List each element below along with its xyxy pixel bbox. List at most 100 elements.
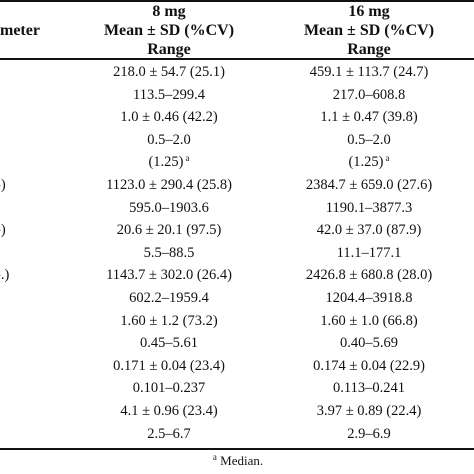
header-parameter: ameter — [0, 22, 40, 39]
table-row: 1.60 ± 1.2 (73.2) 1.60 ± 1.0 (66.8) — [0, 311, 474, 332]
cell-16mg: 0.40–5.69 — [264, 333, 474, 353]
cell-16mg-value: 2426.8 ± 680.8 (28.0) — [305, 267, 433, 284]
cell-8mg: 0.5–2.0 — [66, 130, 272, 150]
table-row: 2.5–6.7 2.9–6.9 — [0, 424, 474, 445]
cell-16mg-value: 459.1 ± 113.7 (24.7) — [309, 64, 429, 80]
header-16mg-range: Range — [347, 41, 391, 58]
cell-16mg: (1.25) a — [264, 152, 474, 172]
table-row: 113.5–299.4 217.0–608.8 — [0, 85, 474, 106]
cell-16mg-value: 0.40–5.69 — [340, 335, 398, 352]
cell-8mg: 602.2–1959.4 — [66, 288, 272, 308]
table-row: -.) 1143.7 ± 302.0 (26.4) 2426.8 ± 680.8 (… — [0, 265, 474, 286]
cell-16mg-value: 0.5–2.0 — [347, 131, 391, 148]
footnote-mark: a — [212, 452, 217, 462]
cell-16mg: 3.97 ± 0.89 (22.4) — [264, 401, 474, 421]
cell-16mg: 42.0 ± 37.0 (87.9) — [264, 220, 474, 240]
table-body: 218.0 ± 54.7 (25.1) 459.1 ± 113.7 (24.7) 1… — [0, 62, 474, 448]
cell-16mg: 2.9–6.9 — [264, 424, 474, 444]
cell-8mg-value: 602.2–1959.4 — [129, 290, 209, 306]
table-header-rule — [0, 58, 474, 60]
cell-16mg: 217.0–608.8 — [264, 85, 474, 105]
cell-8mg: 1123.0 ± 290.4 (25.8) — [66, 175, 272, 195]
header-8mg-stat: Mean ± SD (%CV) — [103, 22, 235, 39]
cell-8mg-value: 1143.7 ± 302.0 (26.4) — [106, 267, 232, 284]
cell-8mg-value: 113.5–299.4 — [133, 86, 205, 103]
cell-8mg: 0.101–0.237 — [66, 378, 272, 398]
cell-8mg-value: (1.25) — [148, 154, 184, 171]
header-16mg-stat: Mean ± SD (%CV) — [303, 22, 435, 39]
cell-8mg: 595.0–1903.6 — [66, 198, 272, 218]
table-row: (1.25) a (1.25) a — [0, 152, 474, 173]
cell-16mg-value: 11.1–177.1 — [336, 244, 402, 261]
row-label: -.) — [0, 267, 10, 284]
cell-16mg-value: 1190.1–3877.3 — [325, 199, 413, 216]
cell-16mg-value: 0.174 ± 0.04 (22.9) — [313, 357, 425, 374]
cell-8mg: 4.1 ± 0.96 (23.4) — [66, 401, 272, 421]
table-row: -) 20.6 ± 20.1 (97.5) 42.0 ± 37.0 (87.9) — [0, 220, 474, 241]
cell-8mg-value: 0.171 ± 0.04 (23.4) — [113, 357, 225, 374]
cell-8mg: 5.5–88.5 — [66, 243, 272, 263]
table-top-rule — [0, 0, 474, 2]
table-row: 0.101–0.237 0.113–0.241 — [0, 378, 474, 399]
cell-16mg-value: 2.9–6.9 — [347, 425, 391, 442]
cell-8mg-value: 4.1 ± 0.96 (23.4) — [120, 403, 218, 419]
cell-16mg: 0.5–2.0 — [264, 130, 474, 150]
table-row: 0.45–5.61 0.40–5.69 — [0, 333, 474, 354]
footnote: a Median. — [0, 451, 474, 471]
cell-16mg-value: 0.113–0.241 — [333, 380, 405, 397]
row-label: -) — [0, 222, 6, 239]
cell-16mg: 2426.8 ± 680.8 (28.0) — [264, 265, 474, 285]
cell-16mg: 11.1–177.1 — [264, 243, 474, 263]
cell-8mg: 1.60 ± 1.2 (73.2) — [66, 311, 272, 331]
table-row: 5.5–88.5 11.1–177.1 — [0, 243, 474, 264]
header-8mg-range: Range — [147, 41, 191, 58]
table-bottom-rule — [0, 448, 474, 450]
cell-8mg: 2.5–6.7 — [66, 424, 272, 444]
cell-16mg: 459.1 ± 113.7 (24.7) — [264, 62, 474, 82]
cell-8mg: 1143.7 ± 302.0 (26.4) — [66, 265, 272, 285]
cell-8mg: 218.0 ± 54.7 (25.1) — [66, 62, 272, 82]
cell-8mg: 0.171 ± 0.04 (23.4) — [66, 356, 272, 376]
header-8mg: 8 mg Mean ± SD (%CV) Range — [66, 2, 272, 58]
cell-16mg: 1190.1–3877.3 — [264, 198, 474, 218]
table-row: 0.5–2.0 0.5–2.0 — [0, 130, 474, 151]
header-8mg-dose: 8 mg — [152, 3, 186, 20]
cell-8mg-value: 595.0–1903.6 — [129, 199, 209, 216]
cell-16mg-value: (1.25) — [348, 154, 384, 171]
cell-16mg-value: 42.0 ± 37.0 (87.9) — [316, 222, 422, 239]
cell-16mg: 1.60 ± 1.0 (66.8) — [264, 311, 474, 331]
cell-8mg: 113.5–299.4 — [66, 85, 272, 105]
cell-8mg-value: 1.60 ± 1.2 (73.2) — [120, 312, 218, 329]
cell-8mg-value: 5.5–88.5 — [143, 244, 195, 261]
footnote-text: Median. — [220, 453, 264, 468]
cell-8mg-value: 20.6 ± 20.1 (97.5) — [116, 222, 222, 239]
table-row: 4.1 ± 0.96 (23.4) 3.97 ± 0.89 (22.4) — [0, 401, 474, 422]
row-label: -) — [0, 177, 6, 193]
table-row: 218.0 ± 54.7 (25.1) 459.1 ± 113.7 (24.7) — [0, 62, 474, 83]
table-row: -) 1123.0 ± 290.4 (25.8) 2384.7 ± 659.0 (2… — [0, 175, 474, 196]
table-row: 1.0 ± 0.46 (42.2) 1.1 ± 0.47 (39.8) — [0, 107, 474, 128]
cell-16mg-value: 2384.7 ± 659.0 (27.6) — [305, 177, 433, 193]
cell-8mg-footnote-mark: a — [185, 153, 190, 164]
cell-16mg: 0.174 ± 0.04 (22.9) — [264, 356, 474, 376]
cell-8mg: 1.0 ± 0.46 (42.2) — [66, 107, 272, 127]
cell-16mg-value: 1.60 ± 1.0 (66.8) — [320, 312, 418, 329]
table-row: 602.2–1959.4 1204.4–3918.8 — [0, 288, 474, 309]
cell-16mg: 1.1 ± 0.47 (39.8) — [264, 107, 474, 127]
cell-8mg: 20.6 ± 20.1 (97.5) — [66, 220, 272, 240]
cell-16mg-value: 1.1 ± 0.47 (39.8) — [320, 109, 418, 126]
cell-16mg: 0.113–0.241 — [264, 378, 474, 398]
cell-8mg-value: 0.5–2.0 — [147, 131, 191, 148]
cell-16mg-value: 3.97 ± 0.89 (22.4) — [316, 403, 422, 419]
cell-16mg-footnote-mark: a — [385, 153, 390, 164]
table-row: 595.0–1903.6 1190.1–3877.3 — [0, 198, 474, 219]
cell-16mg-value: 1204.4–3918.8 — [325, 290, 413, 306]
cell-8mg-value: 1123.0 ± 290.4 (25.8) — [106, 177, 232, 193]
cell-16mg: 1204.4–3918.8 — [264, 288, 474, 308]
cell-16mg: 2384.7 ± 659.0 (27.6) — [264, 175, 474, 195]
cell-8mg-value: 1.0 ± 0.46 (42.2) — [120, 109, 218, 126]
cell-8mg-value: 0.45–5.61 — [140, 335, 198, 352]
table-row: 0.171 ± 0.04 (23.4) 0.174 ± 0.04 (22.9) — [0, 356, 474, 377]
cell-8mg: (1.25) a — [66, 152, 272, 172]
